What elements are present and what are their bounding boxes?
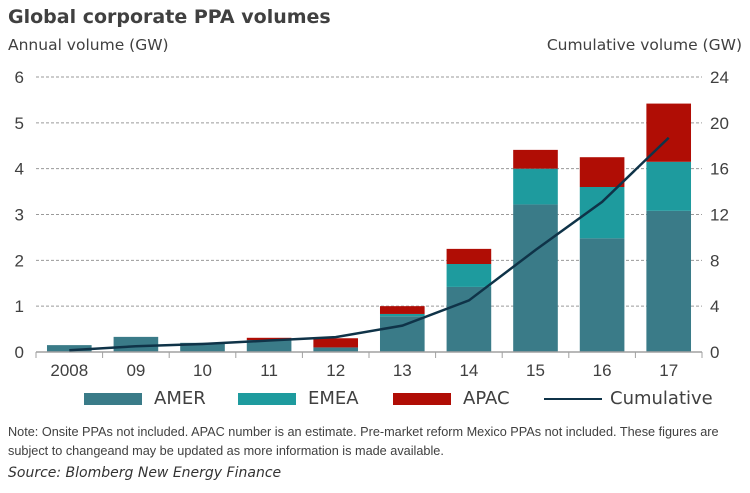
bar-amer [180,342,225,352]
bar-amer [46,345,92,352]
bar-amer [379,316,425,352]
bar-emea [379,313,425,317]
legend-item-amer: AMER [84,388,206,409]
chart-source: Source: Blomberg New Energy Finance [8,465,282,481]
x-tick-label: 14 [459,361,478,380]
left-tick-label: 5 [15,114,24,133]
bar-apac [313,338,359,348]
legend-item-emea: EMEA [238,388,359,409]
bar-emea [513,168,558,205]
x-tick-label: 11 [260,361,278,380]
right-tick-label: 20 [710,114,729,133]
left-tick-label: 4 [15,160,24,179]
x-tick-label: 17 [659,361,678,380]
bar-apac [446,248,492,264]
right-tick-label: 16 [710,160,729,179]
bar-emea [446,264,492,287]
left-tick-label: 2 [15,251,24,270]
x-tick-label: 10 [193,361,212,380]
bar-amer [313,347,359,352]
legend-item-cumulative: Cumulative [544,388,713,409]
bar-amer [446,286,492,352]
legend-label-apac: APAC [463,388,510,409]
left-tick-label: 3 [15,206,24,225]
chart-title: Global corporate PPA volumes [8,6,331,28]
bar-apac [379,306,425,314]
chart-note: Note: Onsite PPAs not included. APAC num… [8,425,719,458]
left-tick-label: 6 [15,68,24,87]
bar-amer [579,238,625,352]
cumulative-line [69,136,670,352]
legend-swatch-amer [84,392,142,405]
legend-label-cumulative: Cumulative [610,388,713,409]
x-tick-label: 15 [526,361,545,380]
legend: AMER EMEA APAC Cumulative [0,388,750,416]
x-tick-label: 09 [126,361,145,380]
bar-emea [646,161,692,211]
bar-apac [513,149,558,169]
legend-swatch-apac [393,392,451,405]
bar-amer [513,204,558,352]
legend-item-apac: APAC [393,388,510,409]
bar-apac [246,337,292,341]
bar-apac [579,157,625,187]
legend-swatch-cumulative [544,397,602,400]
x-tick-label: 2008 [50,361,88,380]
right-tick-label: 12 [710,206,729,225]
legend-label-amer: AMER [154,388,206,409]
right-tick-label: 0 [710,343,719,362]
left-tick-label: 1 [15,297,24,316]
bar-amer [646,210,692,352]
bar-amer [113,336,159,352]
right-axis-label: Cumulative volume (GW) [546,36,742,54]
x-tick-label: 12 [326,361,345,380]
bar-amer [246,340,292,352]
left-tick-label: 0 [15,343,24,362]
x-tick-label: 13 [393,361,412,380]
right-tick-label: 8 [710,251,719,270]
legend-swatch-emea [238,392,296,405]
x-tick-label: 16 [593,361,612,380]
right-tick-label: 24 [710,68,729,87]
left-axis-label: Annual volume (GW) [8,36,169,54]
right-tick-label: 4 [710,297,719,316]
legend-label-emea: EMEA [308,388,359,409]
